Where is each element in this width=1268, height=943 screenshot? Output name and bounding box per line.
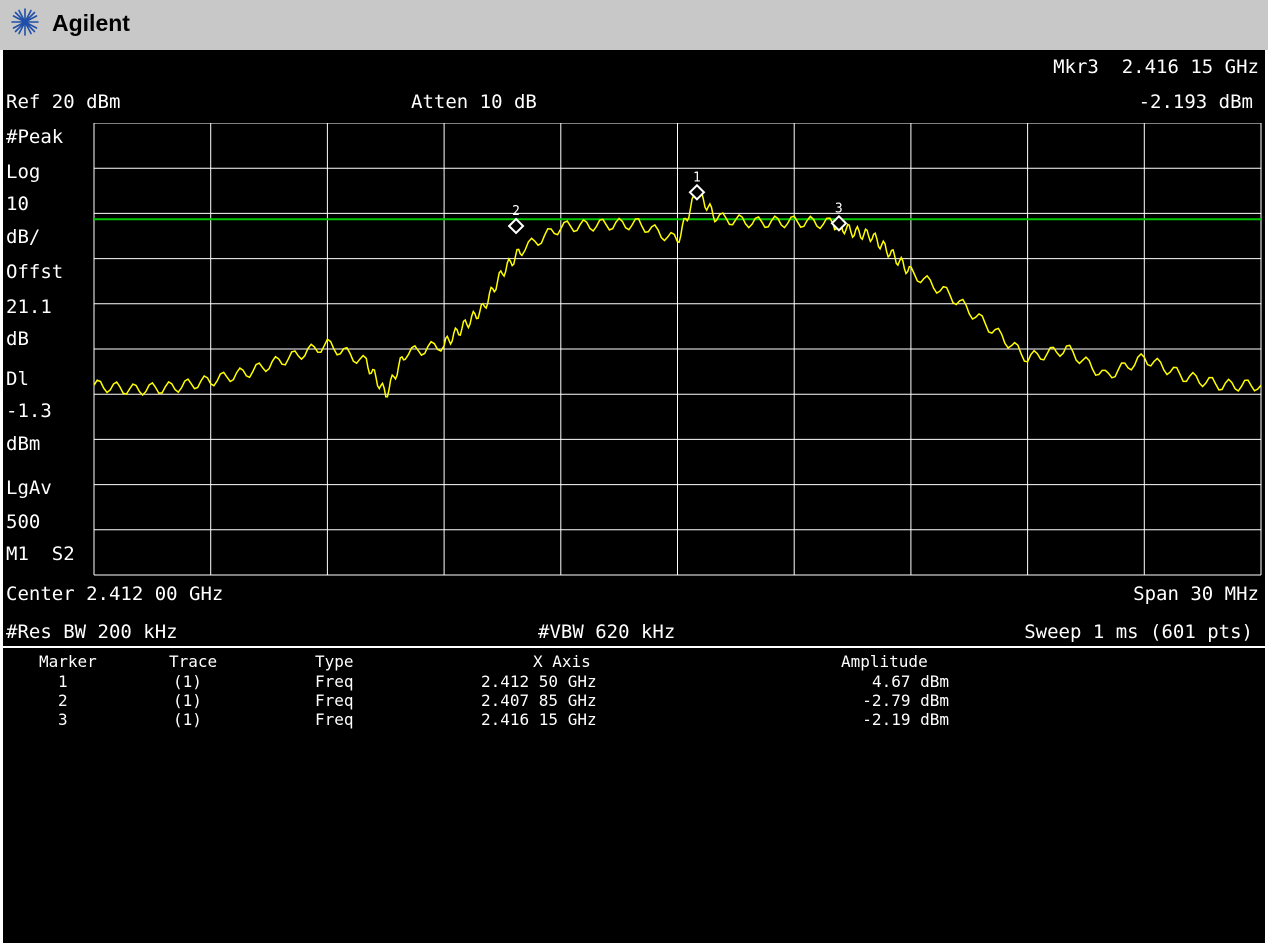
table-cell: -2.79 dBm — [862, 691, 949, 710]
side-label: dB/ — [6, 226, 41, 248]
marker-label-3: 3 — [835, 201, 843, 216]
brand-name: Agilent — [52, 10, 130, 36]
graticule — [93, 123, 1262, 576]
marker-label-2: 2 — [512, 204, 520, 219]
table-header: Marker — [39, 652, 97, 671]
sweep-time: Sweep 1 ms (601 pts) — [1024, 621, 1253, 643]
table-header: Amplitude — [841, 652, 928, 671]
resolution-bandwidth: #Res BW 200 kHz — [6, 621, 178, 643]
table-cell: 1 — [58, 672, 68, 691]
title-bar: Agilent — [0, 0, 1268, 50]
side-label: Dl — [6, 368, 29, 390]
table-cell: Freq — [315, 691, 354, 710]
side-label: dB — [6, 328, 29, 350]
table-cell: 2.412 50 GHz — [481, 672, 597, 691]
table-cell: Freq — [315, 672, 354, 691]
side-label: M1 S2 — [6, 543, 75, 565]
marker-diamond-2 — [507, 217, 525, 235]
side-label: 21.1 — [6, 296, 52, 318]
table-cell: -2.19 dBm — [862, 710, 949, 729]
side-label: Offst — [6, 261, 64, 283]
table-cell: (1) — [173, 691, 202, 710]
side-label: -1.3 — [6, 400, 52, 422]
side-label: dBm — [6, 433, 41, 455]
analyzer-screen: Mkr3 2.416 15 GHz Ref 20 dBm Atten 10 dB… — [3, 50, 1265, 943]
marker-frequency: 2.416 15 GHz — [1121, 56, 1259, 78]
spectrum-trace — [93, 191, 1262, 398]
table-cell: (1) — [173, 672, 202, 691]
video-bandwidth: #VBW 620 kHz — [538, 621, 676, 643]
marker-amplitude: -2.193 dBm — [1138, 91, 1253, 113]
marker-label-1: 1 — [693, 170, 701, 185]
table-cell: 2.416 15 GHz — [481, 710, 597, 729]
side-label: LgAv — [6, 477, 52, 499]
table-cell: Freq — [315, 710, 354, 729]
table-header: Trace — [169, 652, 218, 671]
attenuation: Atten 10 dB — [411, 91, 537, 113]
agilent-spark-icon — [11, 8, 39, 36]
table-cell: 2.407 85 GHz — [481, 691, 597, 710]
marker-readout: Mkr3 2.416 15 GHz — [1053, 56, 1259, 78]
marker-group: 1 2 3 — [507, 170, 848, 235]
table-cell: 4.67 dBm — [871, 672, 949, 691]
side-label: Log — [6, 161, 41, 183]
spectrum-plot: 1 2 3 — [93, 123, 1262, 576]
marker-diamond-1 — [688, 183, 706, 201]
center-frequency: Center 2.412 00 GHz — [6, 583, 224, 605]
marker-label: Mkr3 — [1053, 56, 1099, 78]
marker-diamond-3 — [830, 214, 848, 232]
reference-level: Ref 20 dBm — [6, 91, 121, 113]
table-cell: 3 — [58, 710, 68, 729]
table-header: Type — [315, 652, 354, 671]
table-cell: 2 — [58, 691, 68, 710]
side-label: 500 — [6, 511, 41, 533]
table-cell: (1) — [173, 710, 202, 729]
frequency-span: Span 30 MHz — [1133, 583, 1259, 605]
side-label: #Peak — [6, 126, 64, 148]
side-label: 10 — [6, 193, 29, 215]
divider — [3, 646, 1265, 648]
table-header: X Axis — [533, 652, 591, 671]
